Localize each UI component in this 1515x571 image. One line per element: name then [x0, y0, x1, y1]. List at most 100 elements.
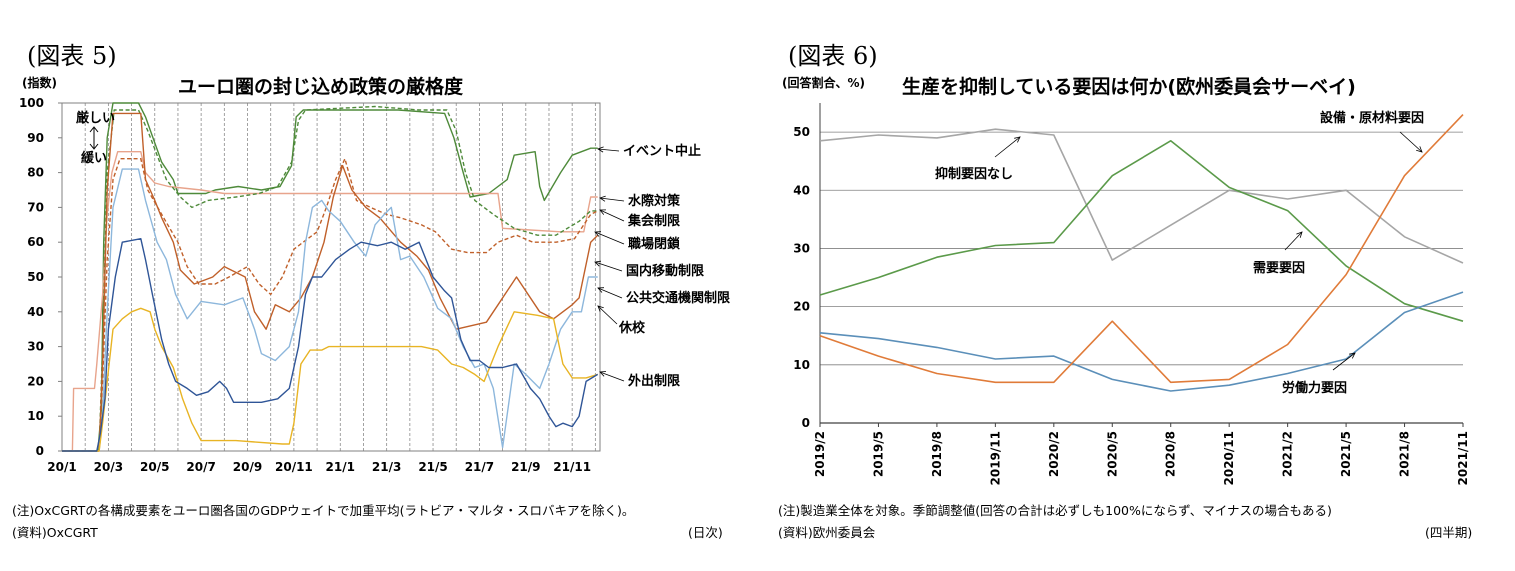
label-pointer-arrowhead-icon — [1014, 136, 1021, 143]
label-pointer-arrowhead-icon — [1349, 352, 1356, 359]
x-tick-label: 21/9 — [511, 460, 540, 474]
series-label-3: 労働力要因 — [1282, 380, 1347, 396]
figure-6-chart: 0 10 20 30 40 50 2019/2 2019/5 2019/8 2019/11 2020… — [793, 103, 1470, 485]
label-pointer-line — [597, 148, 620, 152]
series-label-6: 公共交通機関制限 — [626, 290, 731, 306]
figure-6-source: (資料)欧州委員会 — [778, 525, 876, 540]
label-pointer-line — [1284, 231, 1303, 251]
x-tick-label: 20/3 — [94, 460, 123, 474]
x-tick-label: 21/11 — [553, 460, 591, 474]
figure-6-note: (注)製造業全体を対象。季節調整値(回答の合計は必ずしも100%にならず、マイナ… — [778, 503, 1332, 518]
series-label-2: 需要要因 — [1253, 261, 1305, 276]
figure-5-note: (注)OxCGRTの各構成要素をユーロ圏各国のGDPウェイトで加重平均(ラトビア… — [12, 503, 635, 518]
figure-5-title: ユーロ圏の封じ込め政策の厳格度 — [178, 76, 464, 98]
figure-5-x-unit: (日次) — [688, 525, 723, 540]
scale-loose-label: 緩い — [81, 150, 107, 166]
x-tick-label: 21/1 — [326, 460, 355, 474]
label-pointer-line — [599, 371, 625, 382]
label-pointer-arrowhead-icon — [597, 305, 604, 312]
x-tick-label: 20/9 — [233, 460, 262, 474]
label-pointer-line — [1399, 131, 1423, 153]
series-label-2: 水際対策 — [628, 193, 681, 209]
figure-5-source: (資料)OxCGRT — [12, 525, 98, 540]
series-line-1 — [62, 102, 598, 452]
figure-5-panel: (図表 5) (指数) ユーロ圏の封じ込め政策の厳格度 0 10 20 30 40 50 6… — [0, 0, 757, 571]
series-label-5: 国内移動制限 — [626, 263, 705, 279]
label-pointer-arrowhead-icon — [597, 146, 604, 153]
y-tick-label: 50 — [27, 270, 44, 284]
label-pointer-arrowhead-icon — [599, 195, 606, 202]
label-pointer-arrowhead-icon — [594, 260, 602, 267]
x-tick-label: 2019/5 — [871, 431, 885, 477]
y-tick-label: 50 — [793, 125, 810, 139]
label-pointer-arrowhead-icon — [1416, 146, 1423, 153]
x-tick-label: 2020/11 — [1222, 431, 1236, 485]
x-tick-label: 2019/2 — [813, 431, 827, 477]
series-label-4: 職場閉鎖 — [628, 236, 681, 252]
y-tick-label: 90 — [27, 131, 44, 145]
x-tick-label: 2020/8 — [1164, 431, 1178, 477]
series-line-5 — [62, 157, 599, 452]
x-tick-label: 2021/8 — [1398, 431, 1412, 477]
y-tick-label: 0 — [802, 416, 810, 430]
label-pointer-arrowhead-icon — [599, 209, 607, 215]
y-tick-label: 20 — [27, 374, 44, 388]
y-tick-label: 30 — [27, 340, 44, 354]
series-line-2 — [62, 150, 598, 452]
scale-strict-label: 厳しい — [76, 110, 115, 126]
figure-5-chart: 0 10 20 30 40 50 60 70 80 90 100 20/1 20/3 20/5 20/7 20… — [19, 96, 731, 474]
x-tick-label: 2020/2 — [1047, 431, 1061, 477]
label-pointer-line — [1332, 352, 1356, 371]
series-line-8 — [62, 237, 599, 452]
x-tick-label: 20/11 — [275, 460, 313, 474]
label-pointer-line — [594, 231, 625, 245]
x-tick-label: 2019/11 — [988, 431, 1002, 485]
label-pointer-arrowhead-icon — [599, 371, 607, 377]
series-line-3 — [819, 291, 1464, 392]
x-tick-label: 2021/5 — [1339, 431, 1353, 477]
figure-5-label: (図表 5) — [27, 42, 117, 70]
x-tick-label: 20/7 — [186, 460, 215, 474]
series-line-4 — [62, 112, 599, 452]
label-pointer-arrowhead-icon — [597, 287, 605, 293]
series-label-1: 抑制要因なし — [935, 166, 1013, 182]
series-line-3 — [62, 105, 598, 452]
figure-6-label: (図表 6) — [788, 42, 878, 70]
series-line-4 — [819, 114, 1464, 384]
x-tick-label: 2020/5 — [1105, 431, 1119, 477]
label-pointer-line — [599, 197, 625, 202]
series-label-4: 設備・原材料要因 — [1320, 110, 1424, 126]
series-line-2 — [819, 140, 1464, 322]
figure-6-title: 生産を抑制している要因は何か(欧州委員会サーベイ) — [902, 76, 1356, 98]
series-label-1: イベント中止 — [623, 143, 701, 159]
y-tick-label: 40 — [793, 183, 810, 197]
figure-6-y-unit: (回答割合、%) — [782, 76, 865, 90]
figure-6-panel: (図表 6) (回答割合、%) 生産を抑制している要因は何か(欧州委員会サーベイ… — [770, 0, 1515, 571]
y-tick-label: 10 — [27, 409, 44, 423]
label-pointer-line — [599, 209, 625, 222]
y-tick-label: 80 — [27, 166, 44, 180]
label-pointer-line — [597, 305, 618, 325]
series-line-7 — [62, 307, 598, 452]
x-tick-label: 21/7 — [465, 460, 494, 474]
series-line-6 — [62, 168, 598, 452]
y-tick-label: 60 — [27, 235, 44, 249]
x-tick-label: 21/5 — [418, 460, 447, 474]
label-pointer-line — [994, 136, 1021, 158]
figure-6-x-unit: (四半期) — [1425, 525, 1473, 540]
y-tick-label: 70 — [27, 200, 44, 214]
y-tick-label: 0 — [36, 444, 44, 458]
x-tick-label: 2021/11 — [1456, 431, 1470, 485]
scale-arrow-down-icon — [89, 143, 99, 150]
label-pointer-line — [597, 287, 623, 299]
y-tick-label: 40 — [27, 305, 44, 319]
x-tick-label: 20/1 — [47, 460, 76, 474]
x-tick-label: 2021/2 — [1281, 431, 1295, 477]
label-pointer-line — [594, 261, 623, 272]
series-label-8: 外出制限 — [627, 373, 681, 389]
series-line-1 — [819, 128, 1464, 264]
x-tick-label: 21/3 — [372, 460, 401, 474]
y-tick-label: 10 — [793, 358, 810, 372]
scale-arrow-up-icon — [89, 126, 99, 133]
series-label-3: 集会制限 — [627, 213, 681, 229]
